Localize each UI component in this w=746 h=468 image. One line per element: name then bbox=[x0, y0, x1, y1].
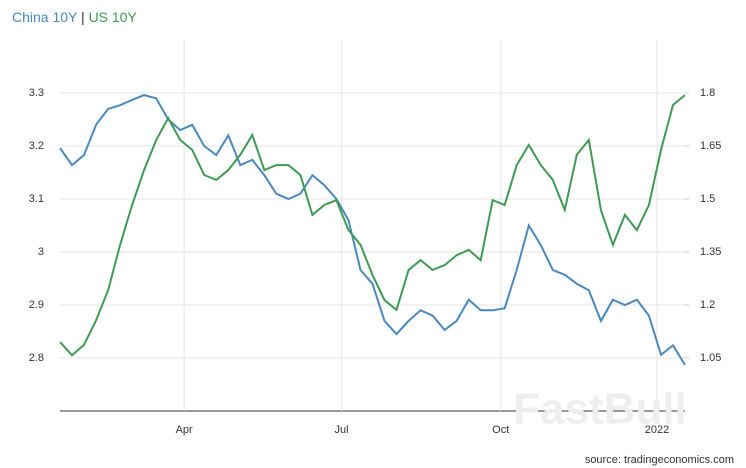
x-tick-label: Oct bbox=[492, 424, 509, 436]
y2-tick-label: 1.2 bbox=[700, 299, 715, 311]
x-tick-label: Apr bbox=[176, 424, 193, 436]
legend-separator: | bbox=[81, 9, 85, 25]
y-tick-label: 3 bbox=[38, 246, 44, 258]
y-tick-label: 2.9 bbox=[29, 299, 44, 311]
y2-tick-label: 1.5 bbox=[700, 193, 715, 205]
y2-tick-label: 1.05 bbox=[700, 352, 721, 364]
series-line bbox=[59, 94, 686, 357]
y-tick-label: 3.1 bbox=[29, 193, 44, 205]
y-tick-label: 3.3 bbox=[29, 87, 44, 99]
x-tick-label: 2022 bbox=[645, 424, 669, 436]
y2-tick-label: 1.65 bbox=[700, 140, 721, 152]
y-tick-label: 2.8 bbox=[29, 352, 44, 364]
y-tick-label: 3.2 bbox=[29, 140, 44, 152]
legend-entry: China 10Y bbox=[12, 9, 78, 25]
x-tick-label: Jul bbox=[334, 424, 348, 436]
y2-tick-label: 1.8 bbox=[700, 87, 715, 99]
y2-tick-label: 1.35 bbox=[700, 246, 721, 258]
watermark: FastBull bbox=[513, 385, 687, 434]
legend-entry: US 10Y bbox=[89, 9, 138, 25]
legend: China 10Y | US 10Y bbox=[12, 9, 137, 25]
series-line bbox=[59, 94, 686, 366]
source: source: tradingeconomics.com bbox=[585, 454, 734, 466]
